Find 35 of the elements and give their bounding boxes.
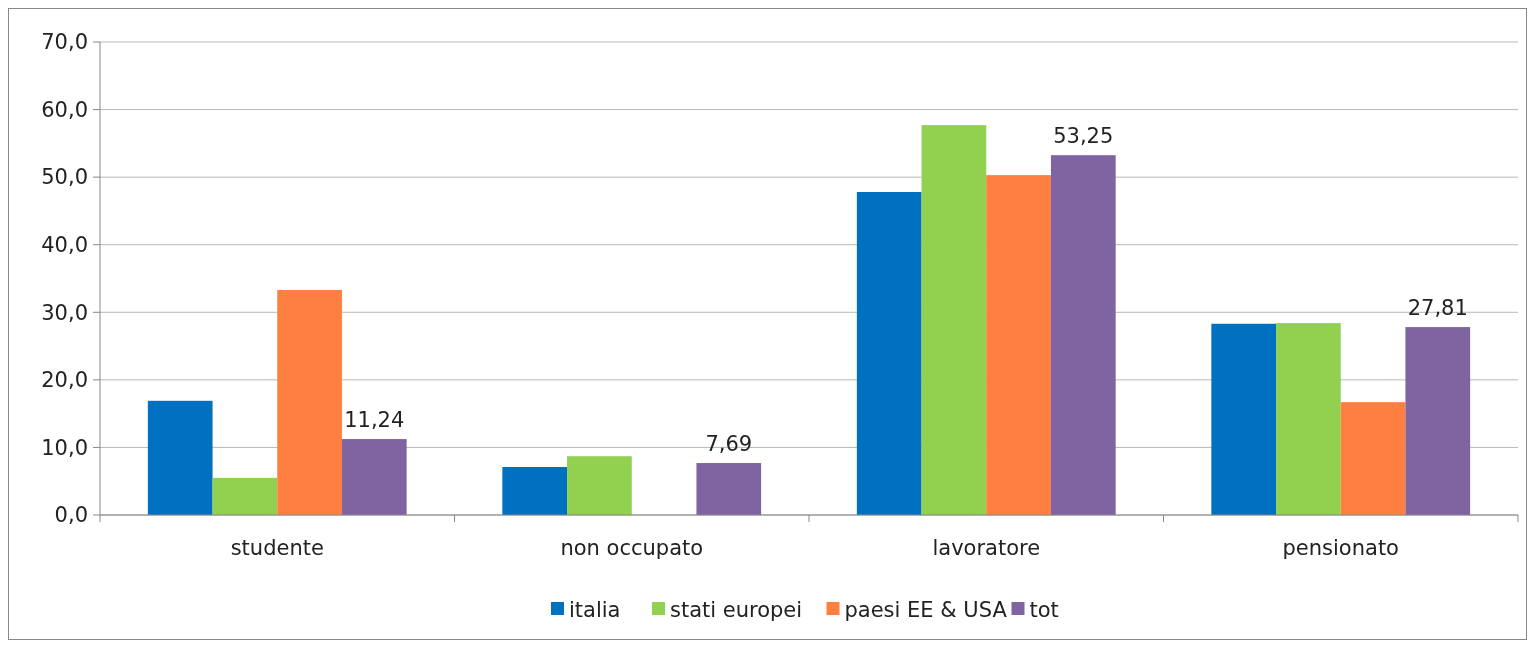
y-tick-label: 0,0: [54, 503, 88, 528]
bar: [1340, 402, 1406, 515]
x-tick-label: pensionato: [1282, 536, 1399, 560]
bar: [502, 467, 568, 515]
x-tick-label: non occupato: [560, 536, 704, 560]
y-tick-label: 40,0: [41, 233, 88, 258]
bar: [986, 175, 1051, 515]
y-tick-label: 10,0: [41, 435, 88, 460]
y-tick-label: 70,0: [41, 30, 88, 55]
y-tick-label: 30,0: [41, 300, 88, 325]
legend-label: paesi EE & USA: [844, 598, 1008, 622]
legend-label: italia: [569, 598, 621, 622]
bar: [567, 456, 632, 515]
data-label: 7,69: [705, 432, 753, 457]
bar: [856, 192, 922, 515]
data-label: 53,25: [1053, 124, 1114, 149]
bar: [696, 463, 762, 515]
x-tick-label: studente: [230, 536, 324, 560]
legend-label: stati europei: [670, 598, 803, 622]
data-label: 11,24: [344, 408, 405, 433]
bar: [921, 125, 987, 515]
bar: [1276, 323, 1341, 515]
bar: [212, 477, 278, 515]
bar: [1050, 155, 1116, 515]
y-tick-label: 60,0: [41, 97, 88, 122]
y-tick-label: 20,0: [41, 368, 88, 393]
bar: [341, 439, 407, 515]
legend-label: tot: [1029, 598, 1059, 622]
data-label: 27,81: [1407, 296, 1468, 321]
bar: [277, 289, 342, 515]
bar: [147, 400, 213, 515]
bar: [1211, 323, 1277, 515]
x-tick-label: lavoratore: [932, 536, 1041, 560]
y-tick-label: 50,0: [41, 165, 88, 190]
bar: [1405, 327, 1471, 515]
